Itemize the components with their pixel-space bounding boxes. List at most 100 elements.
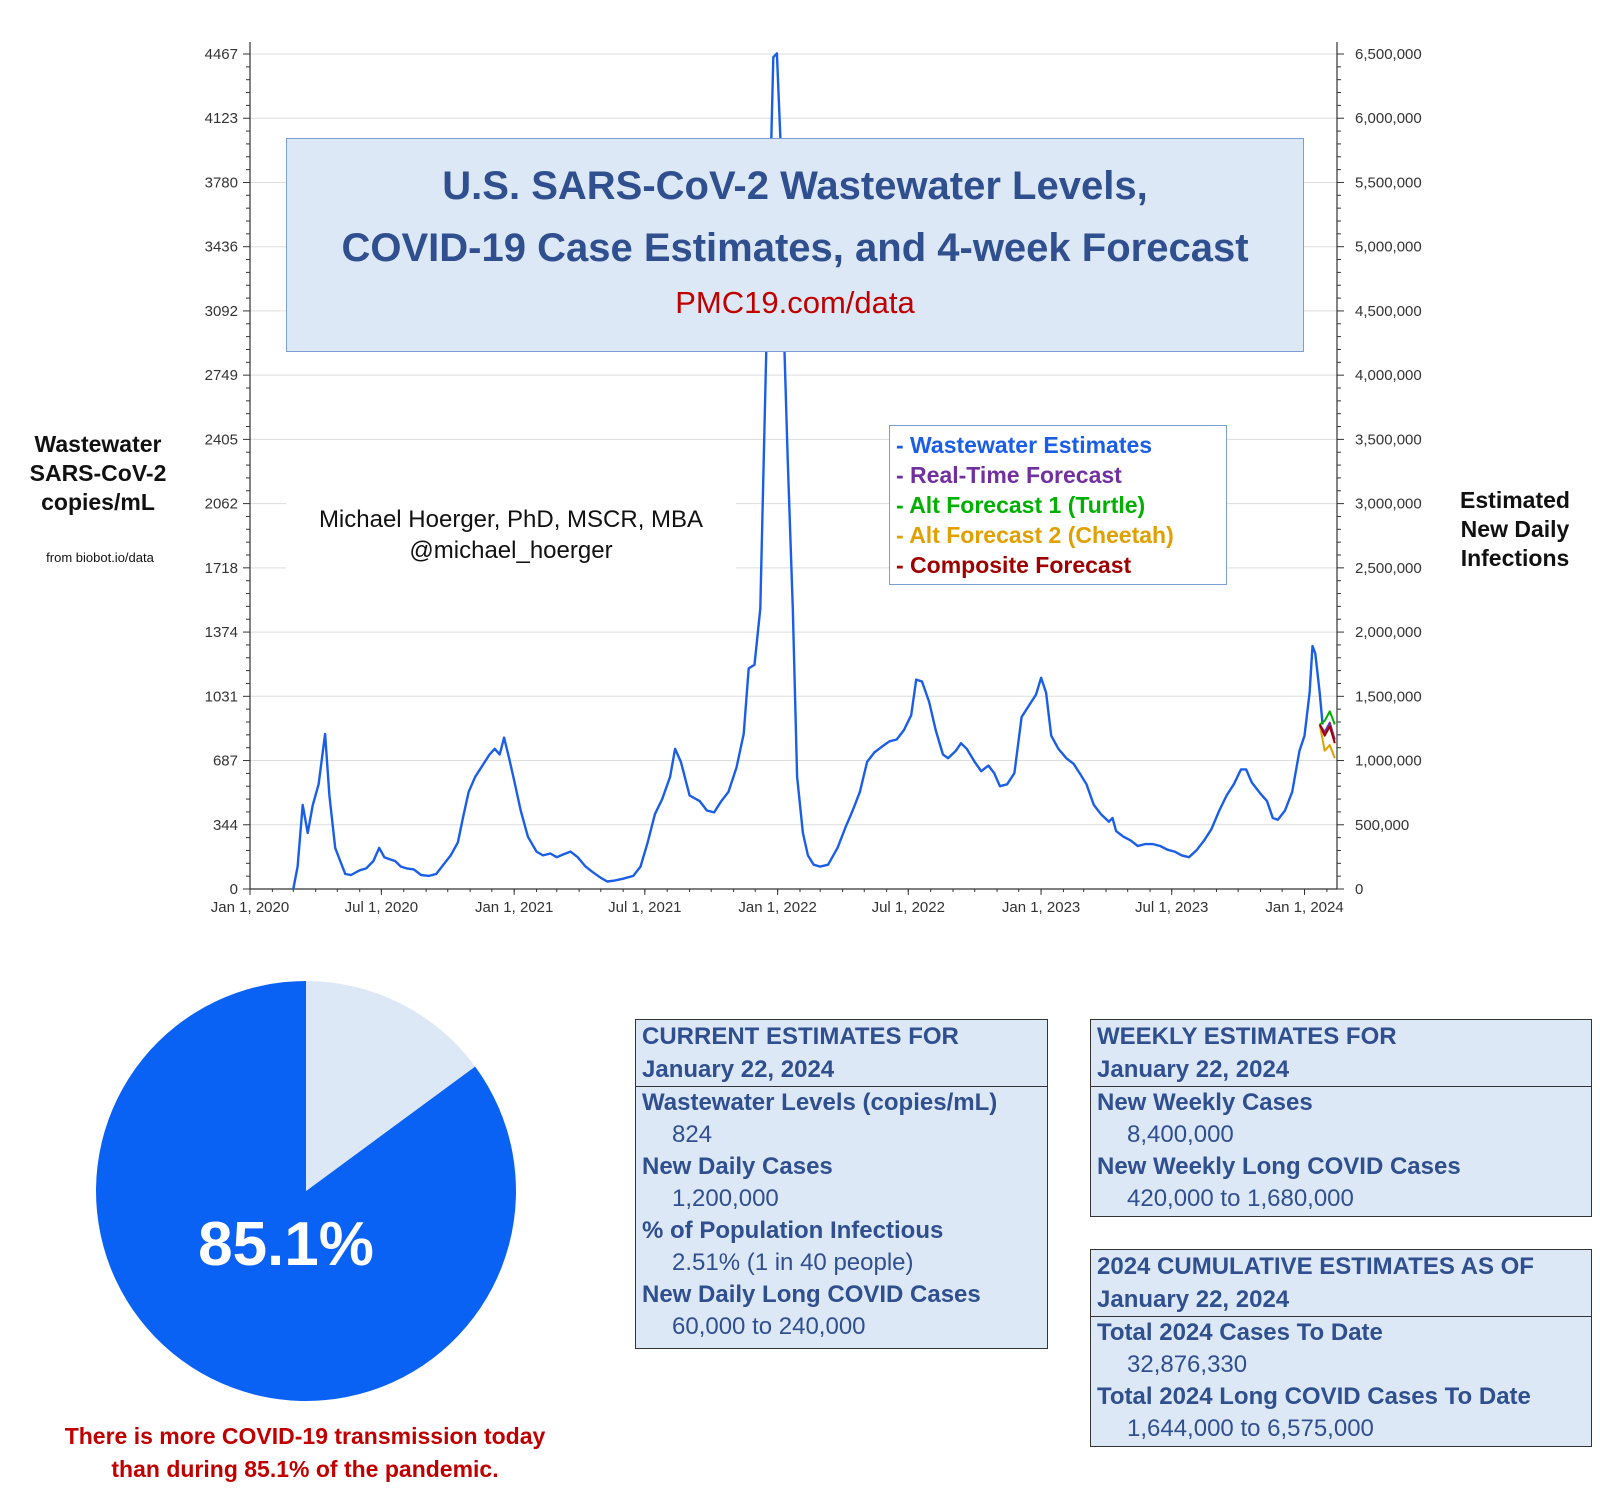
x-tick-label: Jul 1, 2023 [1135,899,1208,916]
right-y-tick-labels: 0 500,000 1,000,000 1,500,000 2,000,000 2,500… [1355,46,1422,898]
right-axis-title-line: Estimated [1460,487,1570,513]
weekly-estimates-header: WEEKLY ESTIMATES FOR January 22, 2024 [1091,1020,1591,1087]
x-tick-label: Jan 1, 2021 [475,899,553,916]
right-y-tick-label: 6,500,000 [1355,46,1422,63]
header-line: January 22, 2024 [1097,1286,1290,1313]
left-y-tick-label: 3092 [205,303,238,320]
left-y-tick-label: 1031 [205,688,238,705]
estimate-value: 824 [672,1121,713,1148]
series-line-wastewater-estimates [292,52,1324,890]
series-line-alt-forecast-2-cheetah [1318,724,1336,759]
right-y-tick-label: 6,000,000 [1355,110,1422,127]
estimate-value: 1,200,000 [672,1185,779,1212]
x-tick-labels: Jan 1, 2020 Jul 1, 2020 Jan 1, 2021 Jul 1, … [211,899,1344,916]
estimate-value: 8,400,000 [1127,1121,1234,1148]
x-tick-label: Jul 1, 2022 [872,899,945,916]
x-tick-label: Jul 1, 2021 [608,899,681,916]
header-line: WEEKLY ESTIMATES FOR [1097,1023,1397,1050]
estimate-value: 2.51% (1 in 40 people) [672,1249,914,1276]
pie-slice-rest [306,981,476,1191]
header-line: January 22, 2024 [642,1056,835,1083]
legend-item-alt-forecast-1: - Alt Forecast 1 (Turtle) [896,492,1146,518]
left-axis-title-line: copies/mL [41,489,155,515]
estimate-value: 1,644,000 to 6,575,000 [1127,1415,1374,1442]
right-y-tick-label: 2,000,000 [1355,624,1422,641]
estimate-label: Wastewater Levels (copies/mL) [642,1089,998,1116]
header-line: 2024 CUMULATIVE ESTIMATES AS OF [1097,1253,1534,1280]
x-tick-label: Jul 1, 2020 [345,899,418,916]
left-y-tick-label: 344 [213,817,238,834]
cumulative-estimates-box: 2024 CUMULATIVE ESTIMATES AS OF January … [1090,1249,1592,1447]
series-line-composite-forecast [1318,724,1336,744]
x-tick-label: Jan 1, 2022 [738,899,816,916]
left-axis-title: Wastewater SARS-CoV-2 copies/mL [10,430,186,517]
header-line: CURRENT ESTIMATES FOR [642,1023,959,1050]
right-y-tick-label: 500,000 [1355,817,1409,834]
pie-slice-main [96,981,517,1401]
right-y-tick-label: 1,500,000 [1355,688,1422,705]
estimate-value: 60,000 to 240,000 [672,1313,866,1340]
left-y-tick-label: 3780 [205,174,238,191]
right-y-tick-label: 0 [1355,881,1363,898]
estimate-label: New Weekly Long COVID Cases [1097,1153,1461,1180]
estimate-label: New Weekly Cases [1097,1089,1313,1116]
left-y-tick-label: 1374 [205,624,238,641]
current-estimates-header: CURRENT ESTIMATES FOR January 22, 2024 [636,1020,1047,1087]
x-tick-label: Jan 1, 2020 [211,899,289,916]
chart-title-line: U.S. SARS-CoV-2 Wastewater Levels, [442,164,1148,208]
right-y-tick-label: 5,500,000 [1355,174,1422,191]
author-credit: Michael Hoerger, PhD, MSCR, MBA @michael… [286,500,736,570]
weekly-estimates-box: WEEKLY ESTIMATES FOR January 22, 2024 Ne… [1090,1019,1592,1217]
left-y-tick-label: 2749 [205,367,238,384]
pie-chart: 85.1% [96,981,517,1401]
estimate-label: New Daily Cases [642,1153,833,1180]
author-handle: @michael_hoerger [409,537,613,564]
cumulative-estimates-header: 2024 CUMULATIVE ESTIMATES AS OF January … [1091,1250,1591,1317]
left-y-tick-labels: 0 344 687 1031 1374 1718 2062 2405 2749 3092 3436 3… [205,46,238,898]
legend-item-composite-forecast: - Composite Forecast [896,552,1132,578]
right-y-tick-label: 4,500,000 [1355,303,1422,320]
left-axis-title-line: SARS-CoV-2 [29,460,167,486]
estimate-label: % of Population Infectious [642,1217,944,1244]
right-axis-title-line: Infections [1460,545,1570,571]
pie-caption-line: There is more COVID-19 transmission toda… [64,1423,546,1449]
left-y-tick-label: 4123 [205,110,238,127]
right-axis-title-line: New Daily [1460,516,1570,542]
right-axis-title: Estimated New Daily Infections [1440,486,1590,573]
series-line-alt-forecast-1-turtle [1319,710,1336,726]
estimate-value: 32,876,330 [1127,1351,1248,1378]
legend-item-alt-forecast-2: - Alt Forecast 2 (Cheetah) [896,522,1174,548]
pie-caption: There is more COVID-19 transmission toda… [20,1420,590,1486]
pie-caption-line: than during 85.1% of the pandemic. [111,1456,499,1482]
x-tick-label: Jan 1, 2024 [1265,899,1343,916]
estimate-label: Total 2024 Long COVID Cases To Date [1097,1383,1531,1410]
right-y-tick-label: 3,500,000 [1355,431,1422,448]
chart-title-line: COVID-19 Case Estimates, and 4-week Fore… [341,226,1249,270]
chart-subtitle-url[interactable]: PMC19.com/data [675,285,915,320]
legend-item-real-time-forecast: - Real-Time Forecast [896,462,1122,488]
pie-percentage-label: 85.1% [198,1210,374,1279]
left-axis-title-line: Wastewater [34,431,162,457]
left-y-tick-label: 1718 [205,560,238,577]
x-tick-label: Jan 1, 2023 [1002,899,1080,916]
legend-item-wastewater: - Wastewater Estimates [896,432,1153,458]
right-y-tick-label: 4,000,000 [1355,367,1422,384]
right-y-tick-label: 1,000,000 [1355,753,1422,770]
chart-title-box: U.S. SARS-CoV-2 Wastewater Levels, COVID… [286,138,1304,352]
left-y-tick-label: 0 [230,881,238,898]
right-y-tick-label: 2,500,000 [1355,560,1422,577]
right-y-tick-label: 3,000,000 [1355,496,1422,513]
series-layer [292,52,1336,890]
estimate-label: New Daily Long COVID Cases [642,1281,981,1308]
estimate-value: 420,000 to 1,680,000 [1127,1185,1354,1212]
left-y-tick-label: 3436 [205,239,238,256]
right-y-tick-label: 5,000,000 [1355,239,1422,256]
left-y-tick-label: 2405 [205,431,238,448]
author-name: Michael Hoerger, PhD, MSCR, MBA [318,506,704,533]
chart-legend: - Wastewater Estimates - Real-Time Forec… [889,425,1227,585]
left-y-tick-label: 2062 [205,496,238,513]
current-estimates-box: CURRENT ESTIMATES FOR January 22, 2024 W… [635,1019,1048,1349]
axes [243,42,1344,895]
left-y-tick-label: 4467 [205,46,238,63]
header-line: January 22, 2024 [1097,1056,1290,1083]
